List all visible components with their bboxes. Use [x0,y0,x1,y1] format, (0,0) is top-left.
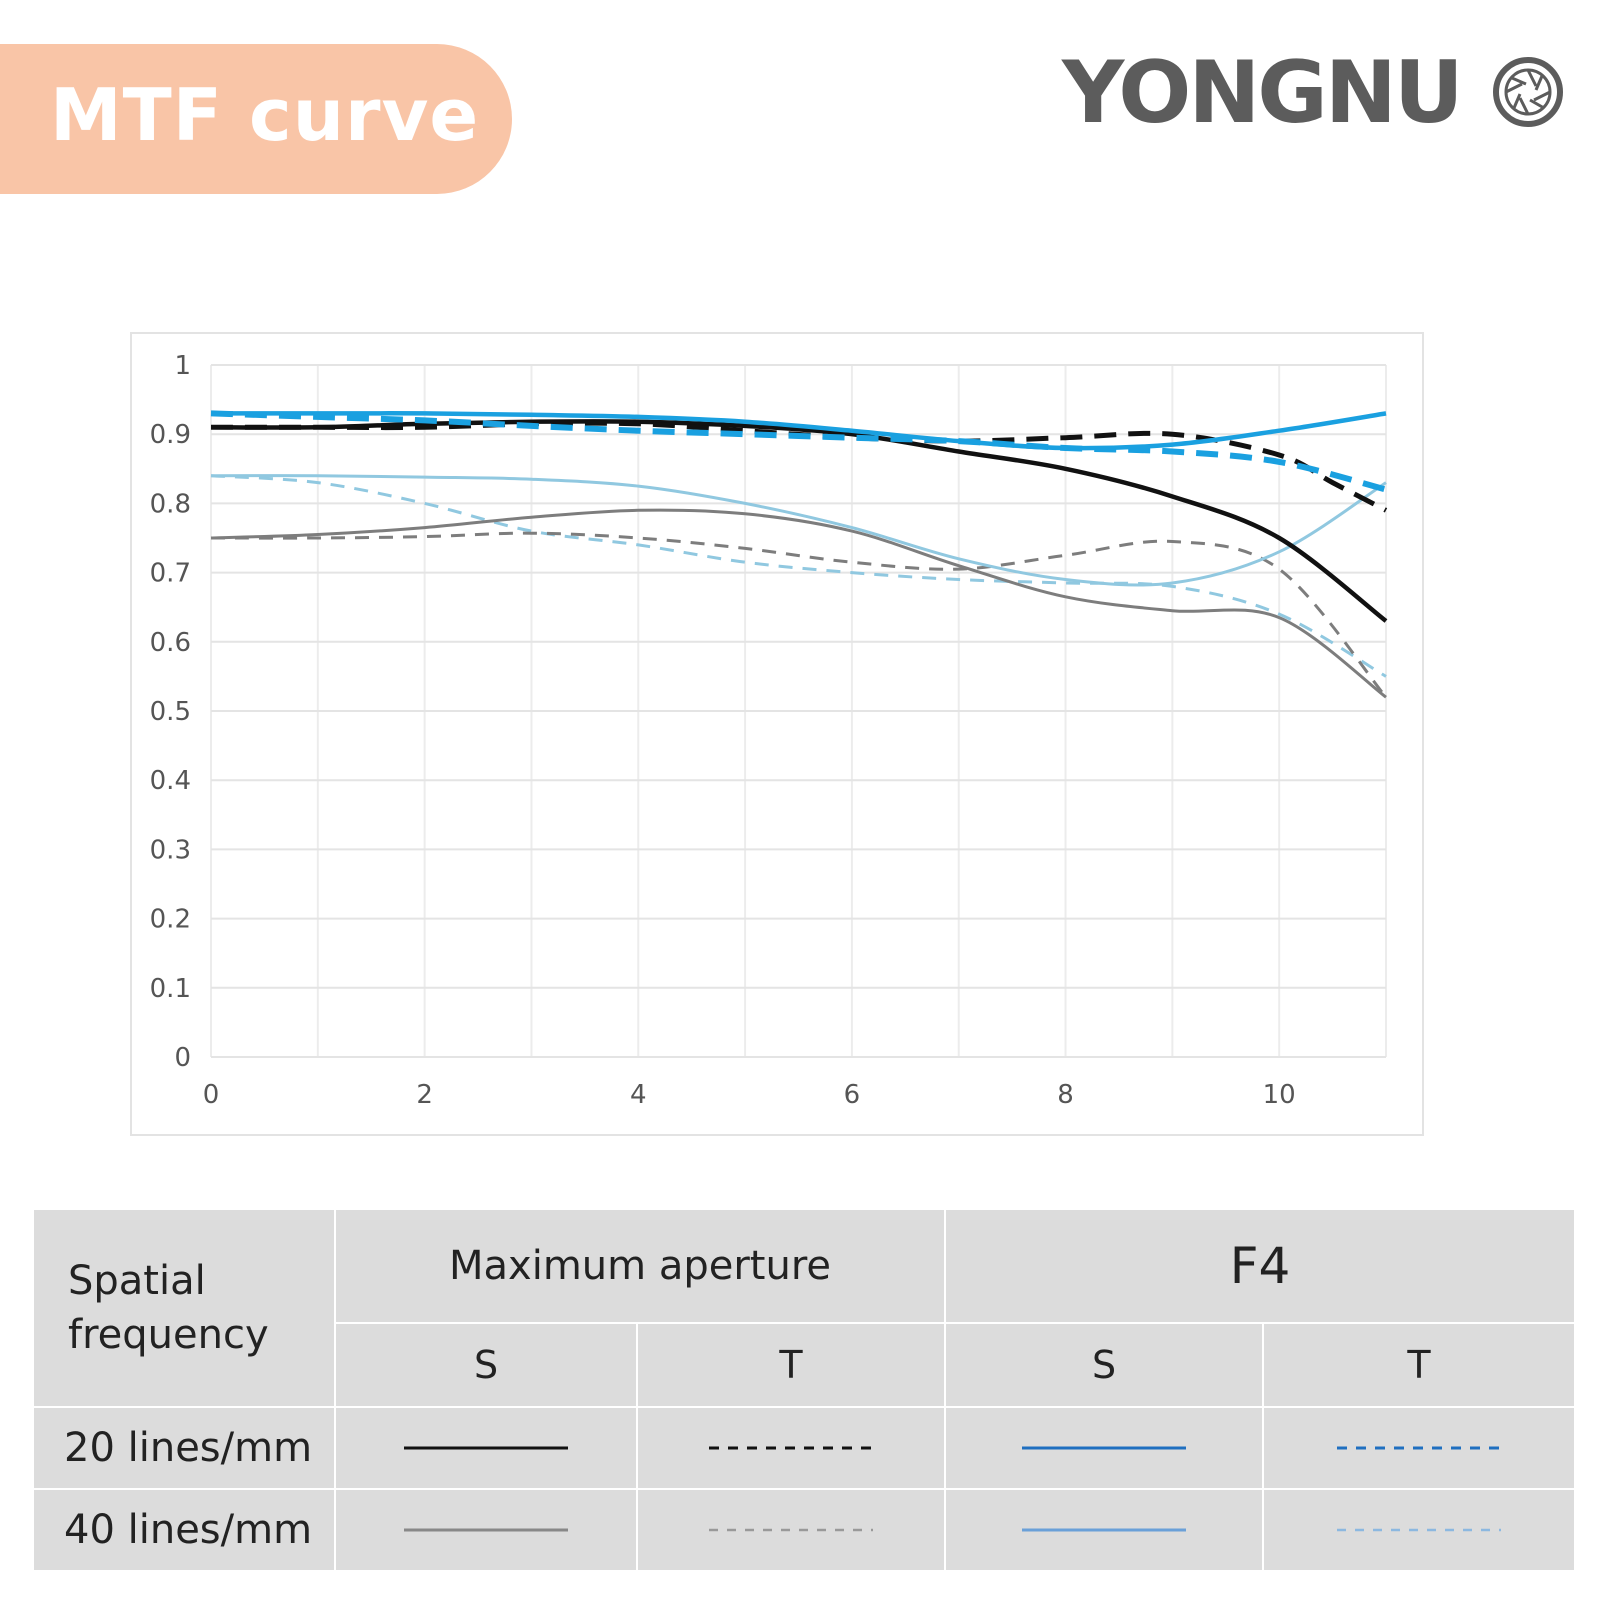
legend-header-f4: F4 [944,1208,1577,1324]
chart-title-badge-text: MTF curve [50,73,480,157]
legend-swatch-max-40-t [635,1488,947,1572]
legend-swatch-max-20-t [635,1406,947,1490]
y-tick-label: 0.4 [150,766,191,796]
legend-max-t: T [635,1322,947,1408]
spatial-frequency-label: Spatial frequency [68,1258,269,1358]
series-line-f4_40_s [210,474,1387,587]
y-tick-label: 0.7 [150,559,191,589]
y-tick-label: 1 [174,351,191,381]
legend-swatch-f4-40-s [944,1488,1265,1572]
x-tick-label: 2 [416,1080,433,1110]
tick-layer: 00.10.20.30.40.50.60.70.80.910 2 4 6 8 10 [150,351,1296,1110]
legend-corner-label: Spatial frequency [32,1208,336,1408]
series-line-max_20_s [210,419,1388,623]
series-line-f4_20_t [210,410,1387,493]
legend-swatch-f4-20-t [1262,1406,1577,1490]
legend-f4-t: T [1262,1322,1577,1408]
chart-frame [130,332,1424,1136]
series-layer [210,410,1388,699]
x-tick-label: 0 [203,1080,220,1110]
brand-logo: YONGNU [1062,43,1563,143]
x-tick-label: 8 [1057,1080,1074,1110]
x-tick-label: 4 [630,1080,647,1110]
legend-row-20-label: 20 lines/mm [32,1406,336,1490]
y-tick-label: 0.5 [150,697,191,727]
y-tick-label: 0 [174,1043,191,1073]
series-line-max_40_s [210,508,1387,699]
grid-layer [210,364,1387,1058]
legend-swatch-f4-40-t [1262,1488,1577,1572]
y-tick-label: 0.1 [150,974,191,1004]
aperture-icon [1493,57,1563,127]
y-tick-label: 0.2 [150,905,191,935]
y-tick-label: 0.3 [150,835,191,865]
brand-logo-text: YONGNU [1062,43,1464,143]
series-line-f4_40_t [210,474,1387,678]
y-tick-label: 0.9 [150,420,191,450]
series-line-max_40_t [210,531,1388,699]
legend-row-40-label: 40 lines/mm [32,1488,336,1572]
legend-header-max-aperture: Maximum aperture [333,1208,947,1324]
legend-swatch-max-40-s [334,1488,638,1572]
legend-swatch-f4-20-s [944,1406,1265,1490]
x-tick-label: 6 [844,1080,861,1110]
legend-f4-s: S [944,1322,1265,1408]
y-tick-label: 0.6 [150,628,191,658]
x-tick-label: 10 [1263,1080,1296,1110]
y-tick-label: 0.8 [150,489,191,519]
series-line-f4_20_s [211,411,1387,451]
legend-swatch-max-20-s [334,1406,638,1490]
title-badge [0,44,512,194]
legend-table: Spatial frequency Maximum aperture F4 S … [32,1208,1577,1572]
legend-max-s: S [334,1322,638,1408]
